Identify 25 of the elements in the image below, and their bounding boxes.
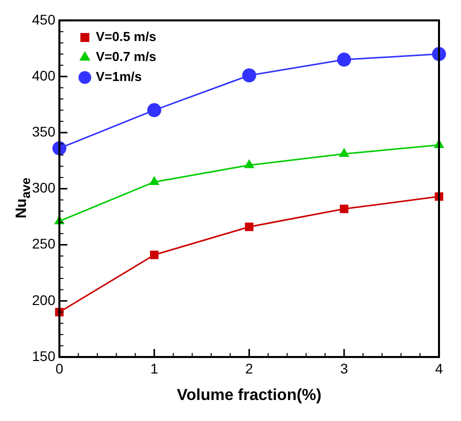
x-tick-label: 1 bbox=[150, 360, 158, 376]
point bbox=[244, 159, 254, 168]
y-tick-label: 300 bbox=[32, 180, 56, 196]
legend-label: V=0.5 m/s bbox=[96, 29, 156, 44]
x-tick-label: 3 bbox=[340, 360, 348, 376]
point bbox=[147, 103, 162, 118]
point bbox=[242, 68, 256, 82]
point bbox=[150, 250, 159, 260]
y-tick-label: 350 bbox=[32, 123, 56, 140]
point bbox=[244, 222, 254, 232]
x-tick-label: 0 bbox=[55, 360, 64, 376]
y-tick-label: 200 bbox=[32, 292, 56, 308]
y-tick-label: 250 bbox=[32, 236, 56, 252]
point bbox=[337, 52, 352, 67]
point bbox=[149, 176, 160, 185]
y-tick-label: 150 bbox=[32, 348, 56, 364]
y-tick-label: 450 bbox=[32, 11, 56, 28]
legend-label: V=0.7 m/s bbox=[96, 49, 156, 64]
point bbox=[338, 148, 350, 157]
legend-label: V=1m/s bbox=[96, 69, 142, 84]
y-tick-label: 400 bbox=[32, 67, 56, 84]
x-axis-title: Volume fraction(%) bbox=[176, 386, 322, 404]
x-tick-label: 4 bbox=[435, 360, 444, 376]
point bbox=[340, 204, 348, 214]
x-tick-label: 2 bbox=[245, 360, 254, 376]
